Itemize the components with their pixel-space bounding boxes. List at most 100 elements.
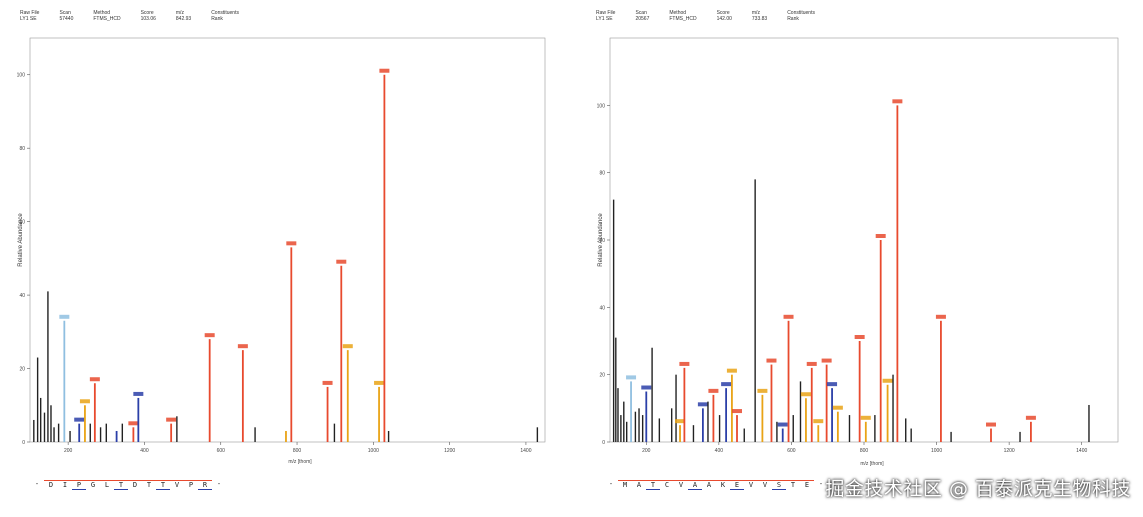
y_ion-peak-label [935, 314, 946, 319]
y_ion-peak-label [892, 99, 903, 104]
internal-peak-label [675, 419, 686, 424]
y_ion-peak-label [766, 358, 777, 363]
sequence-residue: P [72, 480, 86, 490]
y-tick-label: 60 [599, 238, 605, 244]
header-value: LY1 SE [596, 16, 613, 22]
sequence-residue: V [744, 480, 758, 490]
y_ion-peak-label [783, 314, 794, 319]
internal-peak-label [342, 344, 353, 349]
header-label: Constituents [211, 10, 239, 16]
y_ion-peak-label [732, 409, 742, 414]
sequence-residue: M [618, 480, 632, 490]
header-value: 733.83 [751, 16, 768, 22]
y-tick-label: 80 [19, 146, 25, 152]
header-label: Scan [59, 10, 71, 16]
sequence-residue: A [702, 480, 716, 490]
internal-peak-label [832, 405, 843, 410]
sequence-residue: T [156, 480, 170, 490]
spectrum-chart-left: Relative Abundance m/z [thom] 200 400 600 8… [17, 37, 546, 465]
y_ion-peak-label [322, 380, 333, 385]
y_ion-peak-label [128, 421, 139, 426]
header-label: Scan [635, 10, 647, 16]
header-field: Raw File LY1 SE [20, 10, 39, 22]
sequence-residue: - [34, 480, 40, 488]
y-tick-label: 40 [599, 305, 605, 311]
header-field: Scan 20567 [635, 10, 649, 22]
y-tick-label: 80 [599, 171, 605, 177]
header-label: m/z [751, 10, 760, 16]
y_ion-peak-label [286, 241, 297, 246]
header-value: 57440 [59, 16, 74, 22]
sequence-residue: T [786, 480, 800, 490]
sequence-residue: G [86, 480, 100, 490]
x-tick-label: 800 [293, 448, 302, 454]
y_ion-peak-label [1025, 415, 1036, 420]
header-field: Score 103.06 [141, 10, 156, 22]
watermark-text: 掘金技术社区 @ 百泰派克生物科技 [825, 478, 1131, 500]
sequence-residue: E [730, 480, 744, 490]
x-tick-label: 1400 [1076, 448, 1087, 454]
scan-header: Raw File LY1 SE Scan 20567 Method FTMS_HCD … [596, 10, 815, 22]
x-axis-label: m/z [thom] [288, 459, 312, 465]
x-tick-label: 600 [217, 448, 226, 454]
internal-peak-label [813, 419, 824, 424]
b_ion-peak-label [74, 417, 85, 422]
y_ion-peak-label [854, 335, 865, 339]
header-value: FTMS_HCD [93, 16, 121, 22]
y_ion-peak-label [986, 422, 996, 427]
y-tick-label: 100 [597, 103, 606, 109]
x-tick-label: 200 [642, 448, 651, 454]
internal-peak-label [79, 399, 90, 404]
x-axis-label: m/z [thom] [860, 461, 884, 467]
x-tick-label: 1200 [444, 448, 455, 454]
header-label: Method [93, 10, 111, 16]
y-axis-label: Relative Abundance [598, 213, 604, 267]
header-label: Method [669, 10, 687, 16]
y-tick-label: 60 [19, 220, 25, 226]
spectrum-chart-right: Relative Abundance m/z [thom] 200 400 600 8… [597, 37, 1119, 467]
y-tick-label: 0 [602, 440, 605, 446]
b_ion-peak-label [133, 391, 144, 396]
internal-peak-label [757, 388, 768, 393]
sequence-residue: C [660, 480, 674, 490]
header-field: m/z 733.83 [752, 10, 767, 22]
header-value: 103.06 [140, 16, 156, 22]
x-tick-label: 400 [715, 448, 724, 454]
header-value: FTMS_HCD [669, 16, 697, 22]
b_ion-peak-label [641, 385, 652, 390]
scan-header: Raw File LY1 SE Scan 57440 Method FTMS_HCD … [20, 10, 239, 22]
x-tick-label: 600 [787, 448, 796, 454]
sequence-residue: - [608, 480, 614, 488]
b_ion-peak-label [827, 382, 838, 387]
sequence-residue: V [170, 480, 184, 490]
header-value: 142.00 [716, 16, 732, 22]
header-label: Score [140, 10, 154, 16]
sequence-residue: E [800, 480, 814, 490]
x-tick-label: 1400 [520, 448, 531, 454]
header-label: Constituents [787, 10, 815, 16]
x-tick-label: 1200 [1004, 448, 1015, 454]
internal-peak-label [726, 368, 737, 373]
sequence-residue: K [716, 480, 730, 490]
internal-peak-label [800, 392, 811, 397]
header-field: Constituents Rank [211, 10, 239, 22]
internal-peak-label [882, 378, 893, 383]
header-value: Rank [211, 16, 223, 22]
sequence-residue: S [772, 480, 786, 490]
y_ion-peak-label [204, 333, 215, 338]
sequence-residue: T [142, 480, 156, 490]
header-value: Rank [787, 16, 799, 22]
sequence-residue: V [758, 480, 772, 490]
y-tick-label: 20 [599, 373, 605, 379]
y-tick-label: 20 [19, 367, 25, 373]
header-field: Raw File LY1 SE [596, 10, 615, 22]
internal-peak-label [860, 415, 871, 420]
header-field: m/z 842.93 [176, 10, 191, 22]
y_ion-peak-label [89, 377, 100, 382]
header-field: Method FTMS_HCD [669, 10, 696, 22]
header-value: 20567 [635, 16, 650, 22]
x-tick-label: 800 [860, 448, 869, 454]
sequence-residue: A [632, 480, 646, 490]
precursor-peak-label [626, 375, 637, 380]
b_ion-peak-label [777, 422, 788, 427]
